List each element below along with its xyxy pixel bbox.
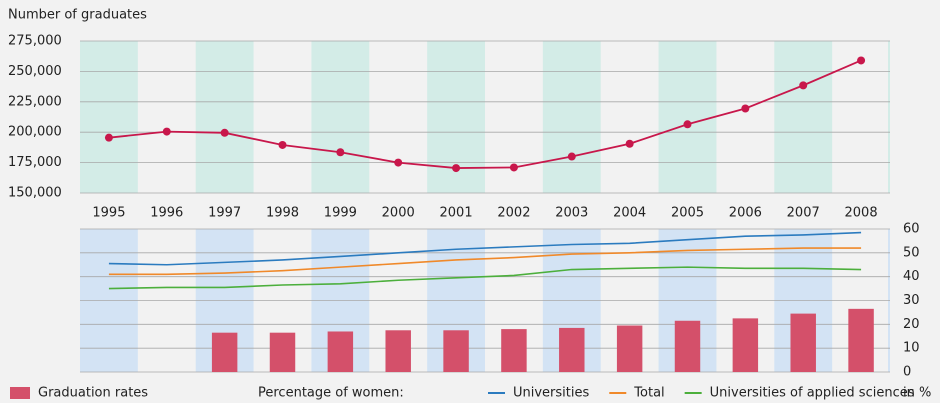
line [108,266,862,290]
legend-label: Universities of applied sciences [710,386,915,401]
line [108,231,862,266]
line [108,59,862,169]
y-tick-label: 20 [903,317,920,332]
y-tick-label: 60 [903,222,920,237]
point [567,152,576,161]
column-band [542,41,601,193]
y-tick-label: 150,000 [8,186,62,201]
point [220,128,229,137]
point [336,148,345,157]
column-band [195,41,254,193]
x-tick-label: 1998 [266,206,299,221]
point [509,163,518,172]
legend-label: Universities [513,386,589,401]
y-tick-label: 225,000 [8,94,62,109]
point [857,56,866,65]
x-tick-label: 1996 [150,206,183,221]
column-band [80,41,138,193]
point [625,139,634,148]
x-tick-label: 2002 [497,206,530,221]
y-tick-label: 250,000 [8,64,62,79]
x-tick-label: 2004 [613,206,646,221]
bar [385,330,411,372]
unit-label: in % [903,386,931,401]
line [108,247,862,276]
legend-swatch [10,387,30,399]
x-tick-label: 1995 [92,206,125,221]
point [799,81,808,90]
y-tick-label: 200,000 [8,125,62,140]
y-tick-label: 30 [903,293,920,308]
bar [674,320,701,372]
bar [211,332,238,372]
bar [848,308,874,372]
column-band [888,41,890,193]
bar [501,329,527,372]
legend-title: Percentage of women: [258,386,404,401]
y-tick-label: 275,000 [8,34,62,49]
x-tick-label: 2000 [382,206,415,221]
x-tick-label: 2007 [787,206,820,221]
column-band [311,41,370,193]
legend-label: Graduation rates [38,386,148,401]
point [278,140,287,149]
bar [732,318,759,372]
y-tick-label: 40 [903,269,920,284]
column-band [774,41,833,193]
point [683,120,692,129]
x-tick-label: 2003 [555,206,588,221]
x-tick-label: 1997 [208,206,241,221]
x-tick-label: 2001 [440,206,473,221]
bar [269,332,296,372]
bar [559,327,585,372]
y-tick-label: 175,000 [8,155,62,170]
point [452,164,461,173]
point [162,127,171,136]
y-tick-label: 50 [903,245,920,260]
x-tick-label: 2008 [845,206,878,221]
x-tick-label: 1999 [324,206,357,221]
x-tick-label: 2005 [671,206,704,221]
y-tick-label: 0 [903,365,911,380]
bar [616,325,643,372]
point [394,158,403,167]
bar [443,330,469,372]
y-tick-label: 10 [903,341,920,356]
column-band [658,41,717,193]
bar [790,313,816,372]
y-axis-title: Number of graduates [8,8,147,23]
bar [327,331,354,372]
x-tick-label: 2006 [729,206,762,221]
point [741,104,750,113]
legend-label: Total [633,386,664,401]
point [104,133,113,142]
